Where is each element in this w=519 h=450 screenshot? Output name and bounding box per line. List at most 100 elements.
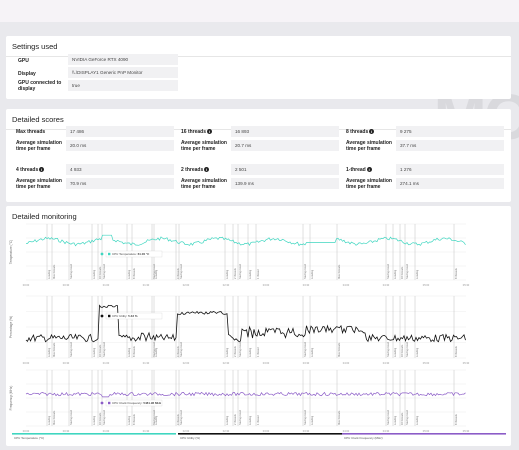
time-tick: 04:00 [343, 361, 350, 365]
time-tick: 05:30 [463, 429, 470, 433]
phase-label: Loading [393, 347, 397, 357]
chart-y-label: Frequency (MHz) [9, 386, 13, 411]
time-tick: 03:00 [263, 283, 270, 287]
monitoring-card: Detailed monitoring Temperature (°C) Load… [6, 206, 511, 446]
phase-label: Saving result [69, 410, 73, 425]
time-value-4-threads: 70.9 ms [66, 178, 174, 189]
info-icon[interactable]: i [204, 167, 210, 172]
tooltip-value: 5481.96 MHz [143, 401, 161, 405]
phase-label: 16 threads [98, 266, 102, 279]
phase-label: Loading [248, 269, 252, 279]
time-tick: 02:30 [223, 283, 230, 287]
chart-y-label: Percentage (%) [9, 316, 13, 338]
time-label-4-threads: Average simulation time per frame [16, 178, 62, 190]
time-tick: 00:00 [23, 429, 30, 433]
time-tick: 02:30 [223, 429, 230, 433]
time-tick: 02:00 [183, 361, 190, 365]
score-label-4-threads: 4 threads i [16, 167, 45, 173]
phase-label: Saving result [238, 410, 242, 425]
phase-label: Loading [47, 415, 51, 425]
time-tick: 01:30 [143, 361, 150, 365]
phase-label: Max threads [337, 342, 341, 357]
monitoring-title: Detailed monitoring [12, 212, 77, 221]
time-tick: 00:30 [63, 429, 70, 433]
phase-label: Saving result [386, 264, 390, 279]
time-tick: 01:30 [143, 429, 150, 433]
legend-label[interactable]: CPU Temperature (°C) [14, 436, 44, 440]
tooltip-swatch [108, 314, 111, 318]
phase-label: Loading [92, 347, 96, 357]
legend-bar[interactable] [12, 433, 176, 435]
settings-label-gpu: GPU [18, 58, 29, 64]
top-band [0, 0, 519, 22]
hover-point[interactable] [100, 401, 104, 405]
phase-label: 16 threads [400, 412, 404, 425]
phase-label: Loading [92, 415, 96, 425]
phase-label: Loading [127, 415, 131, 425]
phase-label: Saving result [69, 342, 73, 357]
time-value-1-thread: 274.1 ms [396, 178, 504, 189]
score-label-16-threads: 16 threads i [181, 129, 213, 135]
tooltip-box [105, 399, 163, 407]
time-tick: 05:30 [463, 283, 470, 287]
phase-label: Saving result [386, 342, 390, 357]
phase-label: 8 threads [454, 413, 458, 425]
phase-label: Saving result [238, 342, 242, 357]
hover-point[interactable] [100, 314, 104, 318]
phase-label: 16 threads [400, 344, 404, 357]
tooltip-label: CPU Utility: 5.33 % [112, 314, 138, 318]
time-tick: 01:30 [143, 283, 150, 287]
phase-label: Saving result [102, 264, 106, 279]
time-tick: 00:30 [63, 361, 70, 365]
hover-point[interactable] [100, 252, 104, 256]
score-label-max-threads: Max threads [16, 129, 46, 135]
chart-y-label: Temperature (°C) [9, 240, 13, 264]
legend-bar[interactable] [178, 433, 342, 435]
info-icon[interactable]: i [369, 129, 375, 134]
series-line [25, 234, 466, 247]
legend-label[interactable]: CPU Clock Frequency (MHz) [344, 436, 383, 440]
time-tick: 01:00 [103, 429, 110, 433]
score-value-4-threads: 4 933 [66, 164, 174, 175]
phase-label: Saving result [405, 410, 409, 425]
scores-card: Detailed scores Max threads 17 486 Avera… [6, 109, 511, 202]
legend: CPU Temperature (°C) CPU Utility (%) CPU C… [12, 433, 506, 440]
phase-label: Loading [248, 347, 252, 357]
phase-label: Loading [393, 415, 397, 425]
phase-label: 8 threads [132, 345, 136, 357]
score-label-8-threads: 8 threads i [346, 129, 375, 135]
time-value-8-threads: 37.7 ms [396, 140, 504, 151]
tooltip-box [105, 250, 163, 258]
time-tick: 05:00 [423, 361, 430, 365]
time-label-8-threads: Average simulation time per frame [346, 140, 392, 152]
time-tick: 05:30 [463, 361, 470, 365]
time-tick: 00:00 [23, 361, 30, 365]
phase-label: Loading [127, 347, 131, 357]
legend-bar[interactable] [342, 433, 506, 435]
info-icon[interactable]: i [366, 167, 372, 172]
phase-label: 8 threads [454, 345, 458, 357]
info-icon[interactable]: i [207, 129, 213, 134]
phase-label: Loading [154, 347, 158, 357]
time-tick: 02:00 [183, 283, 190, 287]
phase-label: 1 thread [256, 347, 260, 357]
settings-value-display: \\.\DISPLAY1 Generic PnP Monitor [68, 67, 178, 78]
time-tick: 03:30 [303, 361, 310, 365]
time-label-1-thread: Average simulation time per frame [346, 178, 392, 190]
phase-label: 4 threads [176, 413, 180, 425]
phase-label: Saving result [386, 410, 390, 425]
settings-title: Settings used [6, 36, 511, 57]
phase-label: Loading [225, 269, 229, 279]
time-label-max-threads: Average simulation time per frame [16, 140, 62, 152]
tooltip-value: 61.00 °C [138, 252, 151, 256]
time-tick: 04:00 [343, 429, 350, 433]
phase-label: Max threads [337, 410, 341, 425]
phase-label: Saving result [303, 264, 307, 279]
phase-label: Saving result [69, 264, 73, 279]
phase-label: Max threads [52, 342, 56, 357]
legend-label[interactable]: CPU Utility (%) [180, 436, 200, 440]
phase-label: Max threads [52, 410, 56, 425]
monitoring-charts: Temperature (°C)Loading Max threads Saving… [9, 223, 506, 440]
info-icon[interactable]: i [39, 167, 45, 172]
settings-value-gpu: NVIDIA GeForce RTX 4090 [68, 54, 178, 65]
